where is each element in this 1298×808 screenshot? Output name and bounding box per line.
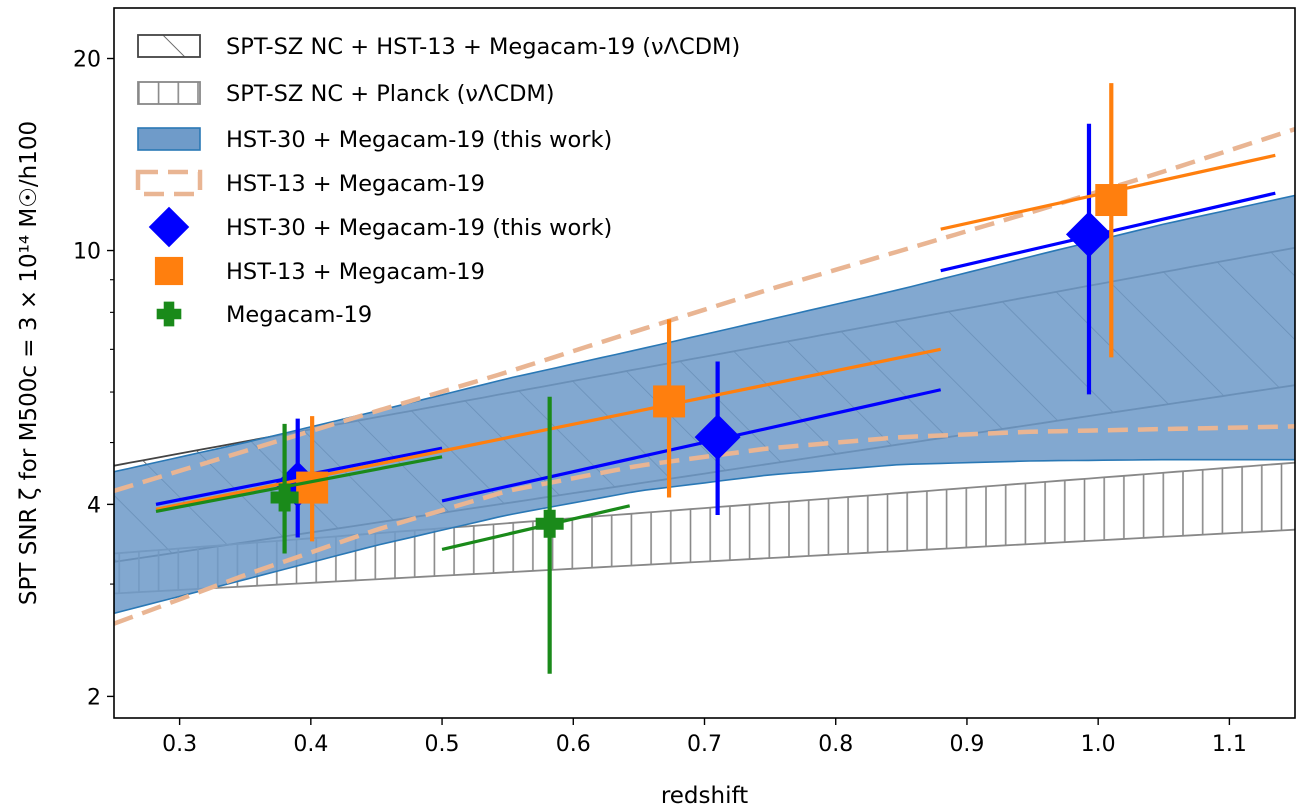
series-1-point-1-marker bbox=[653, 385, 686, 418]
legend-label-1: SPT-SZ NC + Planck (νΛCDM) bbox=[226, 81, 555, 107]
band-hatch-vertical-lower-1 bbox=[114, 528, 1295, 595]
x-tick-label-5: 0.8 bbox=[818, 732, 853, 757]
y-tick-label-3: 20 bbox=[73, 48, 101, 73]
plot-area bbox=[114, 83, 1295, 674]
x-tick-label-8: 1.1 bbox=[1212, 732, 1247, 757]
x-tick-label-7: 1.0 bbox=[1081, 732, 1116, 757]
band-dashed-lower-3 bbox=[114, 424, 1295, 626]
legend-label-6: Megacam-19 bbox=[226, 302, 372, 328]
series-1-point-2-marker bbox=[1095, 184, 1128, 217]
x-tick-label-6: 0.9 bbox=[949, 732, 984, 757]
legend-entry-6: Megacam-19 bbox=[156, 301, 372, 328]
legend-swatch-hatch-1 bbox=[138, 82, 200, 104]
series-0-point-1-xbar bbox=[441, 388, 942, 503]
y-tick-label-1: 4 bbox=[87, 493, 101, 518]
legend-swatch-hatch-0 bbox=[138, 35, 200, 57]
x-tick-label-4: 0.7 bbox=[687, 732, 722, 757]
x-tick-label-2: 0.5 bbox=[425, 732, 460, 757]
band-filled-2 bbox=[114, 194, 1295, 615]
x-tick-label-1: 0.4 bbox=[293, 732, 328, 757]
legend-marker-6 bbox=[156, 301, 182, 327]
series-0-point-2-marker bbox=[1065, 211, 1112, 258]
legend-label-4: HST-30 + Megacam-19 (this work) bbox=[226, 215, 612, 241]
x-axis-label: redshift bbox=[661, 783, 748, 808]
series-0-point-1-marker bbox=[694, 414, 741, 461]
legend-entry-2: HST-30 + Megacam-19 (this work) bbox=[137, 127, 612, 153]
legend-label-5: HST-13 + Megacam-19 bbox=[226, 259, 485, 285]
legend-swatch-2 bbox=[137, 127, 201, 151]
legend-marker-5 bbox=[154, 256, 184, 286]
y-tick-label-2: 10 bbox=[73, 240, 101, 265]
legend-label-3: HST-13 + Megacam-19 bbox=[226, 171, 485, 197]
series-1-point-1-xbar bbox=[441, 347, 942, 453]
legend-entry-4: HST-30 + Megacam-19 (this work) bbox=[148, 206, 612, 248]
legend-entry-3: HST-13 + Megacam-19 bbox=[135, 169, 485, 197]
x-tick-label-3: 0.6 bbox=[556, 732, 591, 757]
series-2-point-0-xbar bbox=[155, 455, 443, 513]
series-1-point-0-marker bbox=[296, 471, 329, 504]
y-tick-label-0: 2 bbox=[87, 685, 101, 710]
y-axis-label: SPT SNR ζ for M500c = 3 × 10¹⁴ M☉/h100 bbox=[16, 121, 42, 605]
series-2-point-1-marker bbox=[535, 509, 564, 538]
legend-swatch-3 bbox=[135, 169, 203, 197]
legend-label-2: HST-30 + Megacam-19 (this work) bbox=[226, 127, 612, 153]
band-hatch-vertical-1 bbox=[114, 462, 1295, 594]
legend-entry-1: SPT-SZ NC + Planck (νΛCDM) bbox=[137, 81, 555, 107]
legend-entry-5: HST-13 + Megacam-19 bbox=[154, 256, 485, 286]
x-tick-label-0: 0.3 bbox=[162, 732, 197, 757]
legend-entry-0: SPT-SZ NC + HST-13 + Megacam-19 (νΛCDM) bbox=[137, 34, 740, 60]
legend: SPT-SZ NC + HST-13 + Megacam-19 (νΛCDM) S… bbox=[135, 34, 740, 328]
legend-marker-4 bbox=[148, 206, 190, 248]
axes: 0.3 0.4 0.5 0.6 0.7 0.8 0.9 1.0 1.1 2 4 10 20 bbox=[73, 7, 1296, 757]
legend-label-0: SPT-SZ NC + HST-13 + Megacam-19 (νΛCDM) bbox=[226, 34, 740, 60]
series-2-point-0-marker bbox=[270, 483, 299, 512]
